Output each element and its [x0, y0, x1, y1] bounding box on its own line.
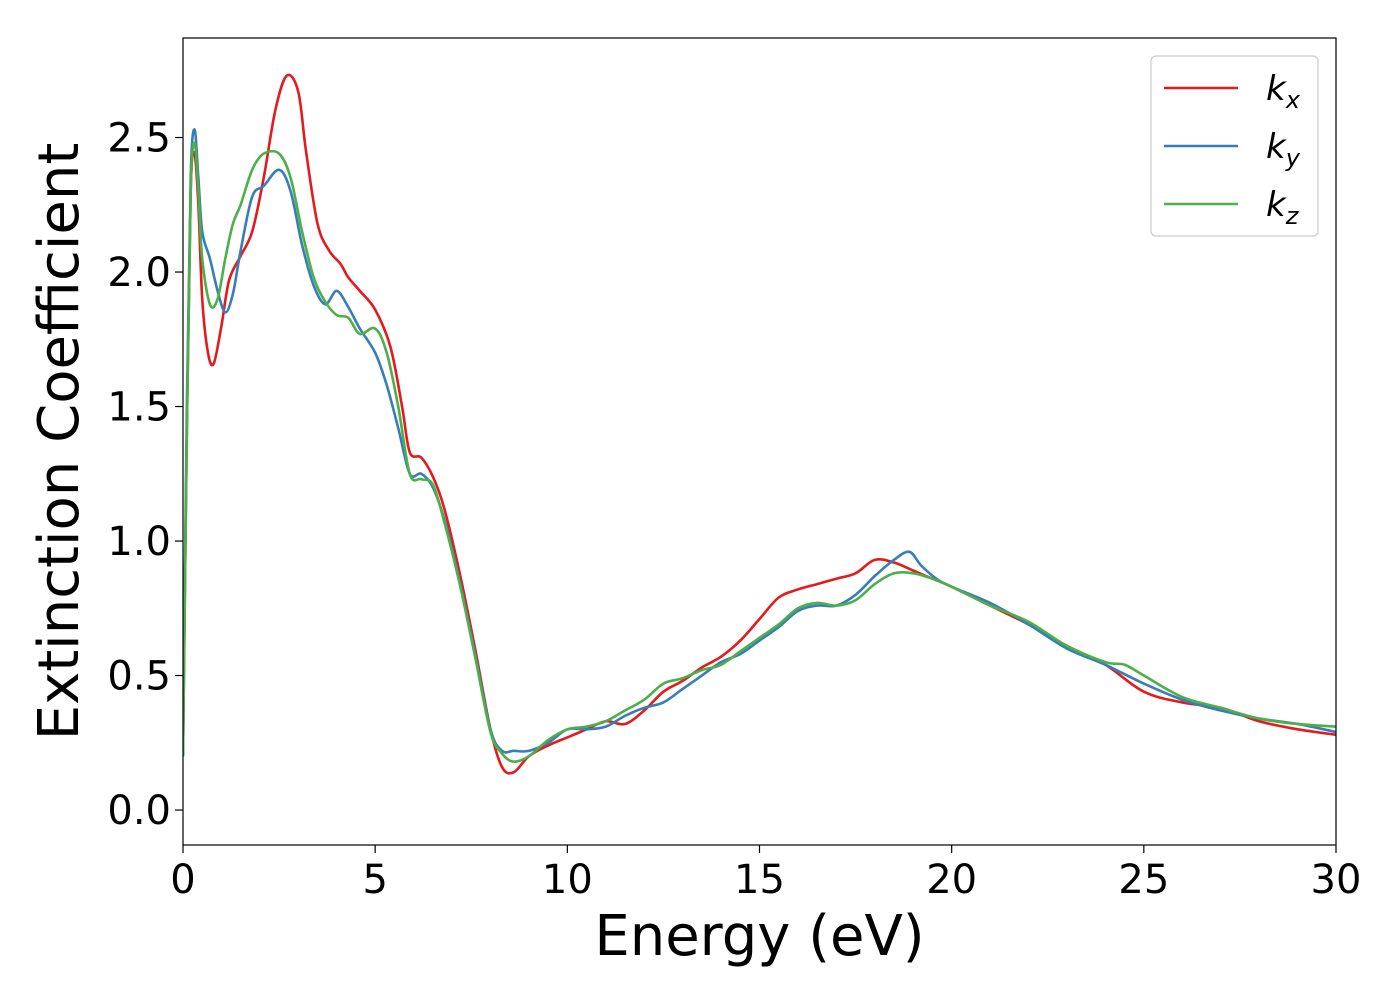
y-tick-label: 1.5 — [107, 385, 171, 431]
y-tick-label: 2.0 — [107, 250, 171, 296]
legend-label-ky: ky — [1266, 127, 1301, 172]
x-tick-label: 30 — [1311, 857, 1362, 903]
x-tick-label: 25 — [1118, 857, 1169, 903]
legend-label-kz: kz — [1266, 185, 1300, 230]
legend: kx ky kz — [1150, 55, 1319, 237]
x-tick-label: 20 — [926, 857, 977, 903]
y-tick-label: 0.0 — [107, 788, 171, 834]
y-tick-label: 1.0 — [107, 519, 171, 565]
plot-lines — [183, 73, 1336, 775]
series-line-ky — [183, 128, 1336, 757]
y-tick-label: 0.5 — [107, 654, 171, 700]
x-axis-title: Energy (eV) — [594, 904, 924, 969]
series-line-kz — [183, 141, 1336, 763]
x-tick-label: 5 — [362, 857, 387, 903]
x-tick-label: 0 — [170, 857, 195, 903]
y-tick-label: 2.5 — [107, 116, 171, 162]
x-tick-label: 10 — [542, 857, 593, 903]
y-axis-ticks: 0.0 0.5 1.0 1.5 2.0 2.5 — [107, 116, 183, 834]
legend-label-kx: kx — [1266, 69, 1301, 114]
y-axis-title: Extinction Coefficient — [27, 143, 92, 741]
x-axis-ticks: 0 5 10 15 20 25 30 — [170, 845, 1361, 903]
x-tick-label: 15 — [734, 857, 785, 903]
